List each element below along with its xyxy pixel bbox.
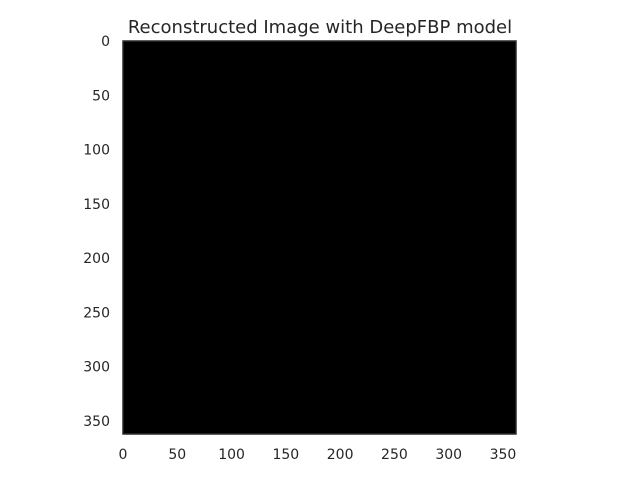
y-tick-label: 250	[83, 305, 110, 321]
y-tick-label: 50	[92, 88, 110, 104]
x-tick-label: 200	[327, 447, 354, 463]
y-tick-label: 200	[83, 251, 110, 267]
chart-title: Reconstructed Image with DeepFBP model	[128, 17, 512, 38]
y-tick-label: 300	[83, 360, 110, 376]
x-tick-label: 100	[218, 447, 245, 463]
x-tick-label: 150	[272, 447, 299, 463]
reconstructed-image	[123, 41, 516, 434]
x-tick-label: 250	[381, 447, 408, 463]
x-tick-label: 300	[435, 447, 462, 463]
y-tick-label: 150	[83, 197, 110, 213]
y-tick-label: 0	[101, 34, 110, 50]
y-tick-label: 350	[83, 414, 110, 430]
x-tick-label: 50	[168, 447, 186, 463]
y-tick-label: 100	[83, 143, 110, 159]
x-tick-label: 350	[490, 447, 517, 463]
x-tick-label: 0	[119, 447, 128, 463]
